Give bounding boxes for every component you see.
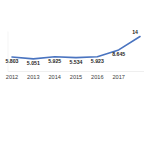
chart: 2012 2013 2014 2015 2016 2017 5.803 5.051 5.925 5… (0, 0, 150, 150)
data-label: 5.534 (70, 59, 83, 65)
x-tick-label: 2013 (27, 74, 39, 80)
x-tick-label: 2017 (112, 74, 124, 80)
plot-area (12, 37, 140, 59)
data-label: 5.923 (91, 58, 104, 64)
x-tick-label: 2015 (70, 74, 82, 80)
data-label: 14 (132, 29, 138, 35)
data-line (12, 37, 140, 59)
chart-container: 2012 2013 2014 2015 2016 2017 5.803 5.051 5.925 5… (0, 0, 150, 150)
x-tick-label: 2014 (48, 74, 60, 80)
data-label: 5.051 (27, 60, 40, 66)
x-tick-label: 2016 (91, 74, 103, 80)
data-label: 5.803 (6, 58, 19, 64)
data-label: 5.925 (48, 58, 61, 64)
y-axis-line (8, 32, 9, 72)
x-tick-label: 2012 (6, 74, 18, 80)
x-axis-line (8, 71, 144, 72)
data-label: 8.645 (112, 51, 125, 57)
